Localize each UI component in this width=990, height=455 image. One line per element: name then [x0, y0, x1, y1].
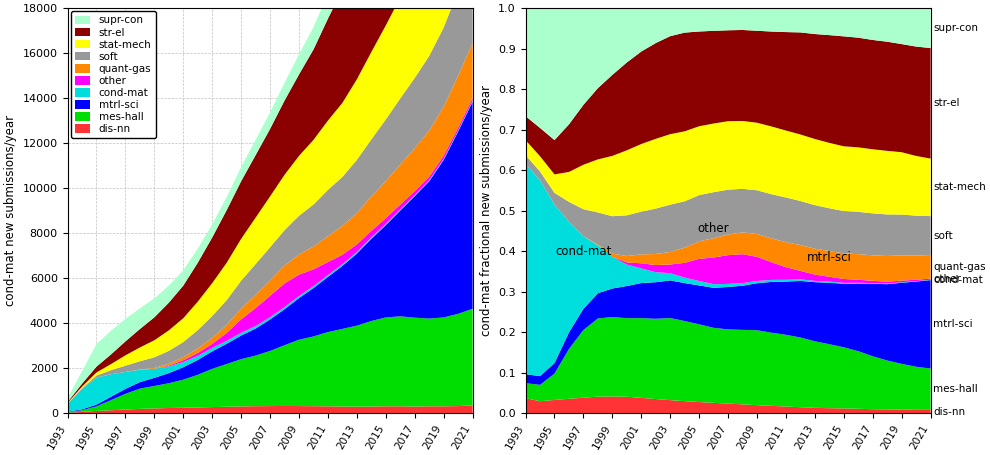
- Text: mtrl-sci: mtrl-sci: [807, 251, 851, 264]
- Text: quant-gas: quant-gas: [934, 262, 986, 272]
- Text: str-el: str-el: [934, 98, 960, 108]
- Text: cond-mat: cond-mat: [934, 275, 983, 285]
- Text: soft: soft: [934, 231, 953, 241]
- Text: stat-mech: stat-mech: [934, 182, 986, 192]
- Text: supr-con: supr-con: [934, 23, 978, 33]
- Text: dis-nn: dis-nn: [934, 406, 965, 416]
- Legend: supr-con, str-el, stat-mech, soft, quant-gas, other, cond-mat, mtrl-sci, mes-hal: supr-con, str-el, stat-mech, soft, quant…: [70, 11, 155, 138]
- Text: other: other: [934, 274, 961, 284]
- Text: mtrl-sci: mtrl-sci: [934, 319, 973, 329]
- Text: other: other: [698, 222, 730, 235]
- Y-axis label: cond-mat new submissions/year: cond-mat new submissions/year: [4, 115, 17, 306]
- Text: mes-hall: mes-hall: [934, 384, 978, 394]
- Y-axis label: cond-mat fractional new submissions/year: cond-mat fractional new submissions/year: [479, 85, 493, 336]
- Text: cond-mat: cond-mat: [555, 245, 612, 258]
